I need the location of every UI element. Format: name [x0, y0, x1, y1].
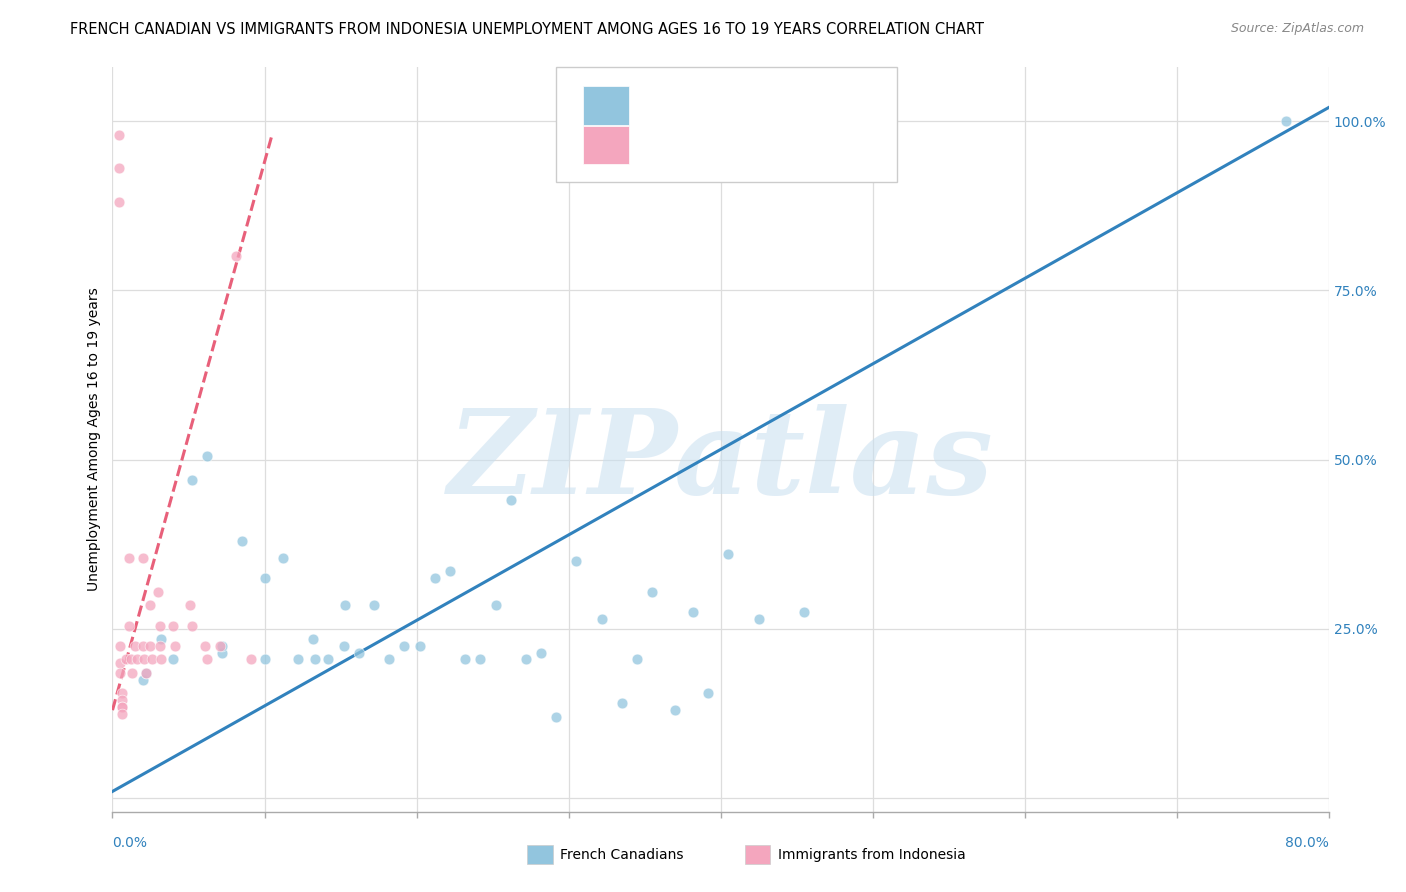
Point — [211, 646, 233, 660]
Point — [610, 697, 633, 711]
Point — [231, 533, 253, 548]
Point — [107, 195, 129, 210]
Point — [515, 652, 537, 666]
Point — [162, 618, 184, 632]
Point — [146, 584, 169, 599]
Point — [626, 652, 648, 666]
Point — [287, 652, 309, 666]
Bar — [583, 126, 630, 164]
Point — [125, 652, 148, 666]
Point — [115, 652, 138, 666]
Point — [664, 703, 686, 717]
Text: R = 0.794   N = 44: R = 0.794 N = 44 — [648, 96, 832, 115]
Point — [110, 686, 132, 700]
Point — [124, 639, 146, 653]
Point — [697, 686, 720, 700]
Point — [717, 548, 740, 562]
Point — [110, 699, 132, 714]
Point — [110, 706, 132, 721]
Point — [641, 584, 664, 599]
Point — [139, 639, 162, 653]
Point — [135, 665, 157, 680]
Point — [135, 665, 157, 680]
FancyBboxPatch shape — [557, 67, 897, 182]
Text: ZIPatlas: ZIPatlas — [447, 404, 994, 519]
Point — [107, 161, 129, 176]
Text: R = 0.355   N = 38: R = 0.355 N = 38 — [648, 136, 832, 154]
Point — [546, 710, 568, 724]
Point — [132, 639, 155, 653]
Point — [108, 639, 131, 653]
Point — [150, 652, 173, 666]
Point — [195, 449, 218, 463]
Point — [149, 618, 172, 632]
Point — [378, 652, 401, 666]
Point — [180, 473, 202, 487]
Point — [682, 605, 704, 619]
Point — [179, 598, 201, 612]
Point — [1275, 114, 1298, 128]
Point — [470, 652, 492, 666]
Point — [591, 612, 613, 626]
Point — [748, 612, 770, 626]
Point — [347, 646, 370, 660]
Point — [530, 646, 553, 660]
Point — [394, 639, 416, 653]
Point — [110, 699, 132, 714]
Point — [423, 571, 446, 585]
Point — [302, 632, 325, 646]
Text: 80.0%: 80.0% — [1285, 836, 1329, 850]
Text: 0.0%: 0.0% — [112, 836, 148, 850]
Point — [132, 550, 155, 565]
Point — [318, 652, 340, 666]
Point — [225, 250, 247, 264]
Point — [363, 598, 385, 612]
Text: Immigrants from Indonesia: Immigrants from Indonesia — [778, 847, 966, 862]
Point — [304, 652, 326, 666]
Point — [408, 639, 430, 653]
Point — [141, 652, 163, 666]
Point — [118, 618, 141, 632]
Point — [149, 639, 172, 653]
Point — [121, 665, 143, 680]
Point — [793, 605, 815, 619]
Point — [332, 639, 354, 653]
Point — [120, 652, 142, 666]
Point — [211, 639, 233, 653]
Point — [163, 639, 186, 653]
Point — [108, 665, 131, 680]
Point — [134, 652, 156, 666]
Point — [209, 639, 232, 653]
Point — [139, 598, 162, 612]
Point — [162, 652, 184, 666]
Point — [239, 652, 262, 666]
Point — [132, 673, 155, 687]
Point — [253, 571, 276, 585]
Point — [110, 693, 132, 707]
Point — [180, 618, 202, 632]
Text: French Canadians: French Canadians — [560, 847, 683, 862]
Point — [439, 565, 461, 579]
Bar — [583, 87, 630, 125]
Text: FRENCH CANADIAN VS IMMIGRANTS FROM INDONESIA UNEMPLOYMENT AMONG AGES 16 TO 19 YE: FRENCH CANADIAN VS IMMIGRANTS FROM INDON… — [70, 22, 984, 37]
Point — [271, 550, 294, 565]
Point — [253, 652, 276, 666]
Point — [195, 652, 218, 666]
Point — [454, 652, 477, 666]
Y-axis label: Unemployment Among Ages 16 to 19 years: Unemployment Among Ages 16 to 19 years — [87, 287, 101, 591]
Point — [108, 656, 131, 670]
Point — [150, 632, 173, 646]
Point — [194, 639, 217, 653]
Text: Source: ZipAtlas.com: Source: ZipAtlas.com — [1230, 22, 1364, 36]
Point — [118, 550, 141, 565]
Point — [107, 128, 129, 142]
Point — [484, 598, 506, 612]
Point — [565, 554, 588, 568]
Point — [499, 493, 522, 508]
Point — [333, 598, 356, 612]
